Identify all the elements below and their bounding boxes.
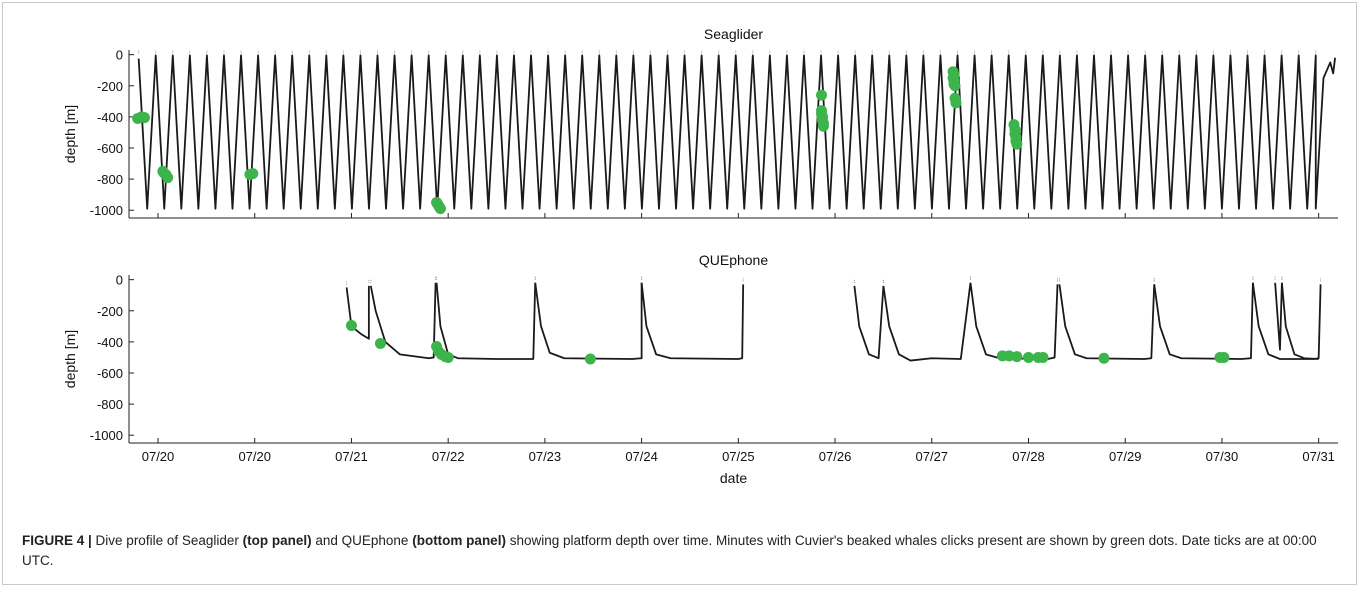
y-tick-label: -600 <box>97 366 123 381</box>
whale-click-dot <box>1037 351 1049 363</box>
panel-title: QUEphone <box>699 252 768 268</box>
y-tick-label: 0 <box>116 48 123 63</box>
depth-profile-line <box>369 282 437 360</box>
depth-profile-line <box>1058 284 1156 360</box>
x-tick-label: 07/20 <box>142 449 175 464</box>
whale-click-dot <box>1098 352 1110 364</box>
panel-title: Seaglider <box>704 26 763 42</box>
whale-click-dot <box>1011 138 1023 150</box>
caption-text-1: Dive profile of Seaglider <box>91 533 243 548</box>
y-tick-label: -200 <box>97 304 123 319</box>
y-tick-label: 0 <box>116 273 123 288</box>
y-tick-label: -400 <box>97 335 123 350</box>
depth-profile-line <box>853 285 885 360</box>
depth-profile-line <box>137 54 1336 210</box>
caption-label: FIGURE 4 | <box>22 533 92 548</box>
y-tick-label: -800 <box>97 397 123 412</box>
whale-click-dot <box>158 167 170 179</box>
whale-click-dot <box>247 168 259 180</box>
y-tick-label: -400 <box>97 110 123 125</box>
panel-quephone: QUEphone depth [m] 0 -200 -400 -600 -800 -1000 0… <box>62 252 1338 486</box>
whale-click-dot <box>1218 351 1230 363</box>
whale-click-dot <box>433 201 445 213</box>
x-tick-label: 07/26 <box>819 449 852 464</box>
x-tick-label: 07/21 <box>335 449 368 464</box>
y-axis-label: depth [m] <box>62 330 78 388</box>
whale-click-dot <box>584 353 596 365</box>
whale-click-dot <box>374 337 386 349</box>
whale-click-dot <box>816 89 828 101</box>
y-tick-label: -600 <box>97 141 123 156</box>
x-tick-label: 07/31 <box>1302 449 1335 464</box>
whale-click-dot <box>442 351 454 363</box>
y-axis-label: depth [m] <box>62 105 78 163</box>
y-tick-label: -1000 <box>90 428 123 443</box>
caption-text-2: and QUEphone <box>311 533 413 548</box>
whale-click-dot <box>817 120 829 132</box>
whale-click-dot <box>1011 351 1023 363</box>
x-tick-label: 07/23 <box>529 449 562 464</box>
panel-seaglider: Seaglider depth [m] 0 -200 -400 -600 -800 -1000 <box>62 26 1338 219</box>
y-tick-label: -200 <box>97 79 123 94</box>
depth-profile-line <box>1281 282 1319 360</box>
x-tick-label: 07/24 <box>625 449 658 464</box>
x-tick-label: 07/28 <box>1012 449 1045 464</box>
whale-click-dot <box>1022 351 1034 363</box>
whale-click-dot <box>949 80 961 92</box>
caption-bold-1: (top panel) <box>242 533 312 548</box>
depth-profile-line <box>345 285 370 340</box>
depth-profile-line <box>1274 282 1283 351</box>
figure-caption: FIGURE 4 | Dive profile of Seaglider (to… <box>22 531 1342 571</box>
caption-bold-2: (bottom panel) <box>412 533 506 548</box>
caption-text-3: showing platform depth over time. Minute… <box>22 533 1317 568</box>
depth-profile-line <box>1251 282 1322 360</box>
x-tick-label: 07/20 <box>238 449 271 464</box>
x-tick-label: 07/30 <box>1206 449 1239 464</box>
whale-click-dot <box>138 112 150 124</box>
depth-profile-line <box>534 282 643 360</box>
whale-click-dot <box>950 97 962 109</box>
depth-profile-line <box>435 282 537 360</box>
x-axis-label: date <box>720 470 747 486</box>
depth-profile-line <box>882 282 972 362</box>
depth-profile-line <box>1153 282 1254 360</box>
y-tick-label: -800 <box>97 172 123 187</box>
x-tick-label: 07/25 <box>722 449 755 464</box>
dive-profile-chart: Seaglider depth [m] 0 -200 -400 -600 -800 -1000… <box>62 26 1338 486</box>
depth-profile-line <box>640 282 745 360</box>
x-tick-label: 07/27 <box>916 449 949 464</box>
x-tick-label: 07/29 <box>1109 449 1142 464</box>
depth-profile-line <box>969 282 1059 360</box>
x-tick-label: 07/22 <box>432 449 465 464</box>
y-tick-label: -1000 <box>90 203 123 218</box>
whale-click-dot <box>345 320 357 332</box>
